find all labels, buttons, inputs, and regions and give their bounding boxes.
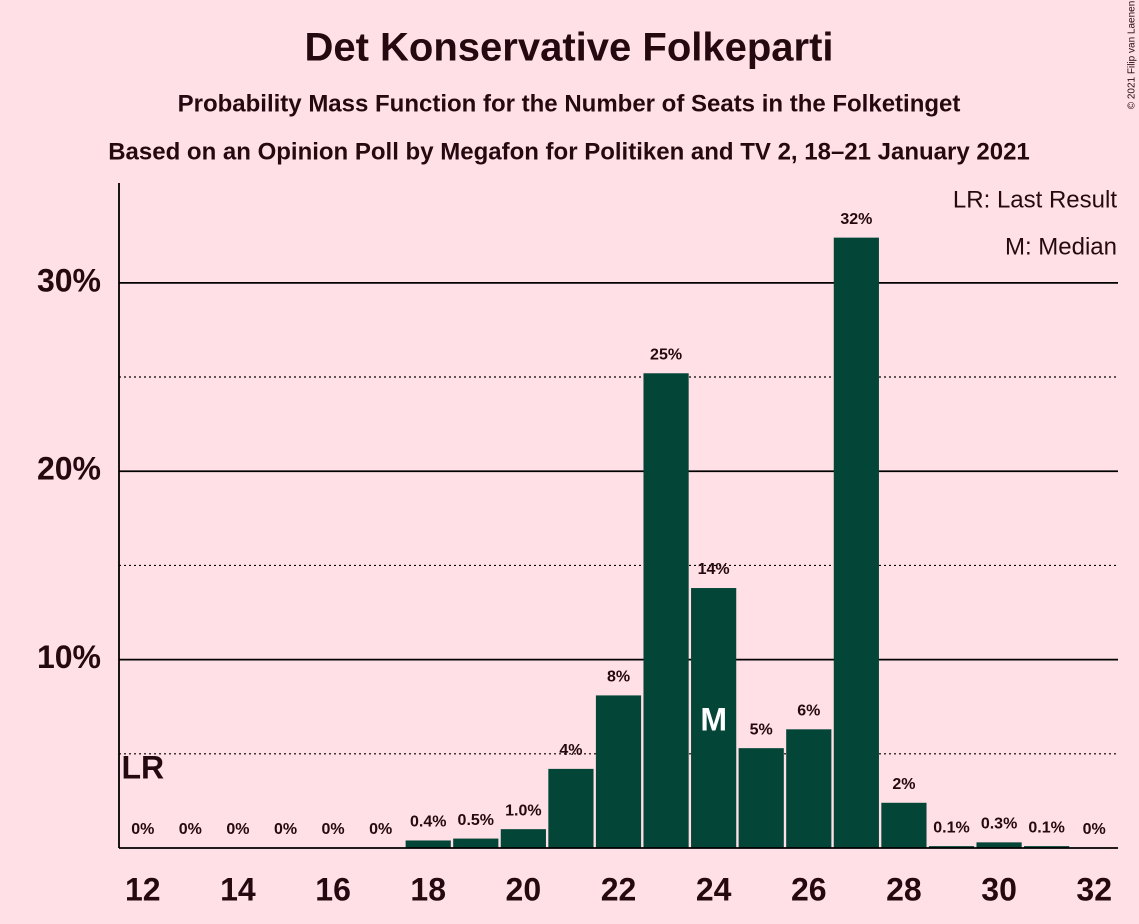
legend-entry: LR: Last Result bbox=[953, 186, 1117, 213]
chart-title: Det Konservative Folkeparti bbox=[304, 26, 833, 70]
copyright: © 2021 Filip van Laenen bbox=[1127, 1, 1138, 110]
y-tick-label: 10% bbox=[37, 639, 101, 675]
chart-caption: Based on an Opinion Poll by Megafon for … bbox=[108, 138, 1030, 165]
x-tick-label: 16 bbox=[315, 871, 351, 907]
y-tick-label: 30% bbox=[37, 262, 101, 298]
bar bbox=[643, 373, 689, 848]
value-label: 0% bbox=[322, 821, 345, 838]
x-tick-label: 20 bbox=[506, 871, 542, 907]
value-label: 0.5% bbox=[458, 812, 494, 829]
x-tick-label: 26 bbox=[791, 871, 827, 907]
bar bbox=[738, 748, 784, 848]
bar bbox=[595, 695, 642, 848]
value-label: 14% bbox=[698, 561, 730, 578]
x-tick-label: 24 bbox=[696, 871, 732, 907]
bar bbox=[833, 237, 879, 849]
x-tick-label: 22 bbox=[601, 871, 637, 907]
bar bbox=[500, 829, 546, 848]
value-label: 4% bbox=[559, 742, 582, 759]
value-label: 0.1% bbox=[1028, 819, 1064, 836]
bar bbox=[453, 838, 499, 848]
bar bbox=[976, 842, 1022, 848]
bar bbox=[928, 846, 975, 848]
bar bbox=[1024, 846, 1070, 848]
value-label: 0% bbox=[179, 821, 202, 838]
chart-subtitle: Probability Mass Function for the Number… bbox=[178, 90, 961, 117]
y-tick-label: 20% bbox=[37, 451, 101, 487]
value-label: 0% bbox=[369, 821, 392, 838]
value-label: 0.1% bbox=[933, 819, 969, 836]
bar bbox=[881, 802, 927, 848]
value-label: 0% bbox=[131, 821, 154, 838]
value-label: 6% bbox=[797, 703, 820, 720]
bar bbox=[786, 729, 832, 848]
value-label: 5% bbox=[750, 721, 773, 738]
bar bbox=[405, 840, 451, 848]
x-tick-label: 12 bbox=[125, 871, 161, 907]
value-label: 0% bbox=[1083, 821, 1106, 838]
value-label: 1.0% bbox=[505, 802, 541, 819]
x-tick-label: 32 bbox=[1076, 871, 1112, 907]
x-tick-label: 28 bbox=[886, 871, 922, 907]
value-label: 0% bbox=[274, 821, 297, 838]
value-label: 0.4% bbox=[410, 814, 446, 831]
x-tick-label: 18 bbox=[410, 871, 446, 907]
value-label: 2% bbox=[892, 776, 915, 793]
x-tick-label: 14 bbox=[220, 871, 256, 907]
bar bbox=[548, 768, 594, 848]
x-tick-label: 30 bbox=[981, 871, 1017, 907]
legend-entry: M: Median bbox=[1005, 233, 1117, 260]
value-label: 8% bbox=[607, 669, 630, 686]
value-label: 25% bbox=[650, 346, 682, 363]
value-label: 32% bbox=[840, 211, 872, 228]
annotation: M bbox=[700, 701, 727, 737]
bar bbox=[691, 588, 737, 848]
value-label: 0% bbox=[226, 821, 249, 838]
annotation: LR bbox=[121, 749, 164, 785]
value-label: 0.3% bbox=[981, 816, 1017, 833]
